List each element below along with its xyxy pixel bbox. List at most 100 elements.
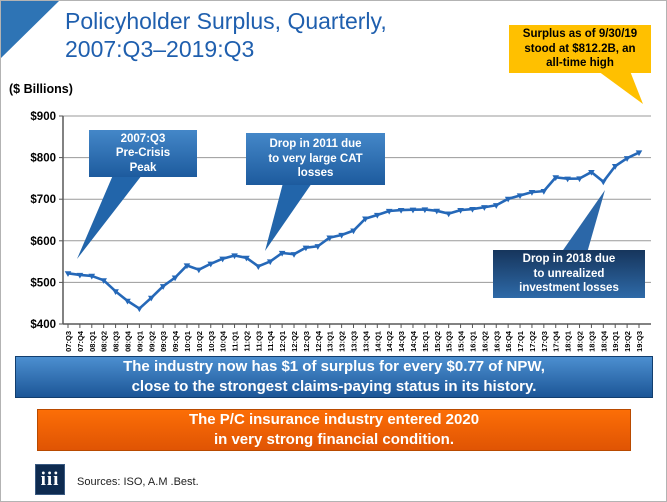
data-point-marker: [362, 216, 369, 223]
x-tick-label: 14:Q4: [409, 330, 418, 352]
data-point-marker: [385, 208, 393, 215]
data-point-marker: [302, 245, 310, 252]
data-point-marker: [326, 235, 334, 242]
x-tick-label: 10:Q2: [195, 331, 204, 352]
data-point-marker: [350, 228, 357, 235]
x-tick-label: 08:Q4: [123, 330, 132, 352]
x-tick-label: 18:Q3: [587, 331, 596, 352]
data-point-marker: [600, 179, 607, 186]
data-point-marker: [635, 150, 643, 157]
x-tick-label: 19:Q2: [623, 331, 632, 352]
y-tick-label: $800: [30, 153, 56, 165]
x-tick-label: 17:Q3: [540, 331, 549, 352]
data-point-marker: [243, 255, 250, 262]
callout-2007-peak: 2007:Q3 Pre-Crisis Peak: [89, 130, 197, 177]
data-point-marker: [255, 264, 262, 270]
data-point-marker: [528, 190, 536, 196]
corner-accent-triangle: [1, 1, 59, 58]
y-tick-label: $600: [30, 236, 56, 248]
data-point-marker: [278, 250, 286, 257]
data-point-marker: [576, 176, 583, 183]
data-point-marker: [469, 206, 476, 213]
page-title: Policyholder Surplus, Quarterly, 2007:Q3…: [65, 8, 387, 63]
x-tick-label: 10:Q3: [207, 331, 216, 352]
x-tick-label: 15:Q1: [421, 331, 430, 352]
data-point-marker: [492, 203, 500, 209]
x-tick-label: 18:Q2: [576, 331, 585, 352]
data-point-marker: [207, 261, 215, 268]
data-point-marker: [76, 272, 84, 279]
data-point-marker: [219, 256, 226, 263]
x-tick-label: 07:Q4: [76, 330, 85, 352]
data-point-marker: [124, 298, 131, 305]
data-point-marker: [504, 196, 512, 203]
x-tick-label: 16:Q1: [468, 331, 477, 352]
y-tick-label: $900: [30, 111, 56, 123]
x-tick-label: 16:Q4: [504, 330, 513, 352]
x-tick-label: 07:Q3: [64, 331, 73, 352]
x-tick-label: 12:Q3: [302, 331, 311, 352]
x-tick-label: 11:Q1: [231, 331, 240, 351]
data-point-marker: [373, 212, 381, 219]
callout-tail-2007: [77, 175, 142, 259]
x-tick-label: 15:Q3: [445, 331, 454, 352]
callout-2018-drop: Drop in 2018 due to unrealized investmen…: [493, 250, 645, 298]
y-axis-units-label: ($ Billions): [9, 82, 73, 96]
x-tick-label: 16:Q2: [480, 331, 489, 352]
y-tick-label: $700: [30, 194, 56, 206]
y-tick-label: $400: [30, 319, 56, 331]
data-point-marker: [338, 232, 345, 239]
x-tick-label: 08:Q2: [100, 331, 109, 352]
x-tick-label: 15:Q4: [457, 330, 466, 352]
x-tick-label: 19:Q3: [635, 331, 644, 352]
x-tick-label: 14:Q3: [397, 331, 406, 352]
x-tick-label: 11:Q4: [266, 330, 275, 351]
data-point-marker: [195, 267, 203, 274]
data-point-marker: [564, 176, 571, 183]
x-tick-label: 13:Q4: [361, 330, 370, 352]
x-tick-label: 08:Q1: [88, 331, 97, 352]
y-tick-label: $500: [30, 277, 56, 289]
x-tick-label: 17:Q1: [516, 331, 525, 352]
data-point-marker: [552, 175, 560, 181]
x-tick-label: 17:Q4: [552, 330, 561, 352]
data-point-marker: [540, 189, 548, 195]
data-point-marker: [611, 164, 619, 170]
data-point-marker: [457, 208, 464, 214]
data-point-marker: [231, 253, 238, 260]
x-tick-label: 10:Q4: [219, 330, 228, 352]
x-tick-label: 13:Q2: [338, 331, 347, 352]
data-point-marker: [421, 207, 429, 214]
npw-ratio-banner: The industry now has $1 of surplus for e…: [15, 356, 653, 398]
x-tick-label: 14:Q1: [373, 331, 382, 352]
x-tick-label: 18:Q1: [564, 331, 573, 352]
data-point-marker: [100, 278, 107, 284]
x-tick-label: 13:Q1: [326, 331, 335, 352]
x-tick-label: 11:Q2: [242, 331, 251, 351]
x-tick-label: 17:Q2: [528, 331, 537, 352]
x-tick-label: 15:Q2: [433, 331, 442, 352]
x-tick-label: 09:Q3: [159, 331, 168, 352]
data-point-marker: [171, 275, 179, 282]
callout-all-time-high: Surplus as of 9/30/19 stood at $812.2B, …: [509, 25, 651, 73]
callout-tail-high: [598, 71, 643, 104]
data-point-marker: [290, 252, 298, 258]
callout-tail-2018: [561, 190, 605, 253]
data-point-marker: [516, 193, 524, 200]
data-point-marker: [64, 271, 72, 277]
x-tick-label: 19:Q1: [611, 331, 620, 352]
x-tick-label: 12:Q1: [278, 331, 287, 352]
data-point-marker: [266, 259, 274, 266]
x-tick-label: 16:Q3: [492, 331, 501, 352]
x-tick-label: 10:Q1: [183, 331, 192, 352]
data-point-marker: [147, 295, 155, 302]
callout-tail-2011: [265, 183, 312, 251]
data-point-marker: [314, 244, 322, 250]
x-tick-label: 09:Q1: [135, 331, 144, 352]
sources-text: Sources: ISO, A.M .Best.: [77, 476, 199, 488]
x-tick-label: 11:Q3: [254, 331, 263, 351]
x-tick-label: 13:Q3: [350, 331, 359, 352]
x-tick-label: 09:Q2: [147, 331, 156, 352]
x-tick-label: 12:Q4: [314, 330, 323, 352]
